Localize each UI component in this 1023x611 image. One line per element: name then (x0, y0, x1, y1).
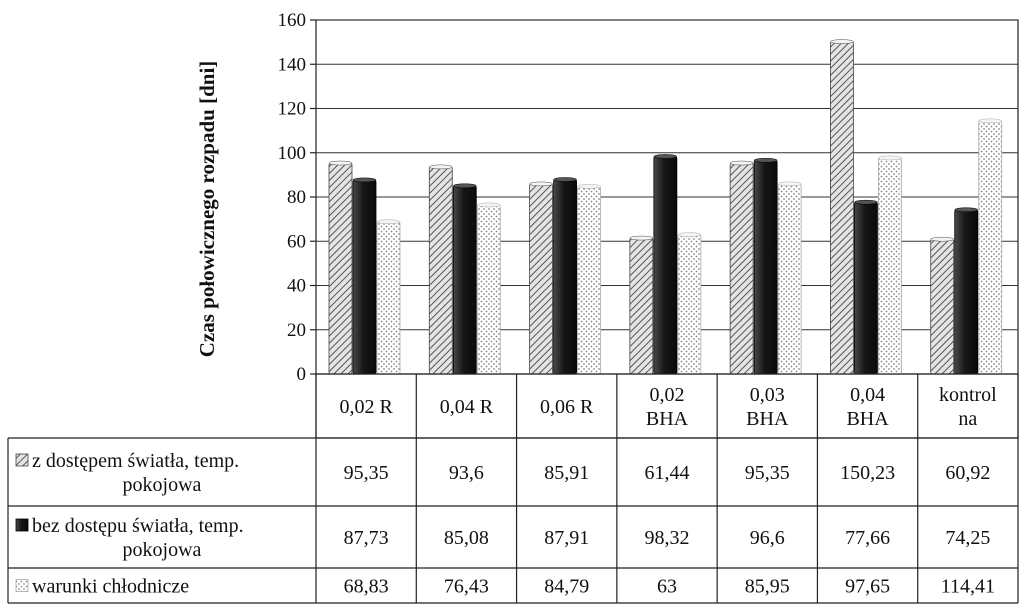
bar-top (978, 118, 1002, 124)
y-tick-label: 40 (287, 276, 306, 297)
bar-top (753, 158, 778, 163)
bar-series-1 (930, 238, 955, 375)
data-label: 87,91 (544, 527, 589, 549)
data-label: 96,6 (750, 527, 785, 549)
bar-top (954, 207, 978, 212)
bar-top (453, 183, 477, 189)
bar-series-2 (753, 159, 778, 375)
bar-series-2 (553, 179, 577, 375)
y-tick-label: 120 (278, 99, 307, 120)
bar-series-1 (428, 166, 453, 375)
category-label: BHA (846, 408, 889, 430)
bar-top (729, 160, 754, 166)
bar-top (653, 154, 678, 159)
legend-label: bez dostępu światła, temp. (32, 515, 244, 537)
bar-series-2 (352, 179, 377, 375)
bar-series-1 (629, 237, 654, 375)
data-label: 95,35 (344, 462, 389, 484)
bar-series-3 (878, 157, 902, 375)
bar-series-3 (978, 120, 1003, 375)
bar-series-2 (653, 156, 678, 375)
legend-marker-series-3 (15, 579, 29, 592)
bar-top (830, 39, 854, 44)
data-label: 60,92 (945, 462, 990, 484)
data-label: 93,6 (449, 462, 484, 484)
bar-series-3 (777, 183, 802, 375)
bar-series-2 (452, 185, 477, 375)
data-label: 85,95 (745, 576, 790, 598)
bar-series-1 (830, 41, 854, 375)
category-label: BHA (646, 408, 689, 430)
bar-series-3 (677, 234, 702, 375)
category-label: 0,02 R (339, 396, 393, 418)
legend-marker-series-1 (15, 453, 29, 467)
y-tick-label: 80 (287, 187, 306, 208)
data-label: 76,43 (444, 576, 489, 598)
data-label: 85,91 (544, 462, 589, 484)
category-label: 0,06 R (540, 396, 594, 418)
category-label: BHA (746, 408, 789, 430)
data-label: 61,44 (645, 462, 690, 484)
legend-label: pokojowa (123, 474, 202, 496)
y-tick-label: 20 (287, 320, 306, 341)
bar-top (677, 232, 702, 237)
legend-label: warunki chłodnicze (32, 576, 189, 598)
data-label: 87,73 (344, 527, 389, 549)
bar-top (553, 177, 577, 182)
data-label: 114,41 (941, 576, 995, 598)
data-label: 98,32 (645, 527, 690, 549)
data-label: 74,25 (945, 527, 990, 549)
bar-top (529, 181, 553, 187)
data-label: 150,23 (840, 462, 895, 484)
bar-top (328, 160, 353, 166)
y-tick-label: 160 (278, 10, 307, 31)
y-axis-label: Czas połowicznego rozpadu [dni] (195, 61, 219, 358)
legend-marker-series-2 (15, 518, 29, 532)
y-tick-label: 0 (297, 364, 307, 385)
bar-top (777, 181, 802, 187)
bar-series-1 (328, 162, 353, 375)
bar-top (352, 177, 377, 183)
bar-top (854, 199, 878, 205)
data-label: 68,83 (344, 576, 389, 598)
bar-series-3 (476, 204, 501, 375)
bar-series-3 (376, 221, 401, 375)
bar-series-1 (529, 183, 553, 375)
category-label: 0,04 R (440, 396, 494, 418)
legend-label: pokojowa (123, 539, 202, 561)
legend-label: z dostępem światła, temp. (32, 450, 239, 472)
bar-top (577, 184, 601, 189)
bar-series-3 (577, 186, 601, 375)
bar-series-1 (729, 162, 754, 375)
bar-series-2 (954, 209, 979, 375)
category-label: 0,03 (750, 384, 785, 406)
data-label: 63 (657, 576, 677, 598)
y-tick-label: 60 (287, 231, 306, 252)
data-table: 0,02 R 0,04 R 0,06 R0,02BHA0,03BHA0,04BHAk… (7, 373, 1019, 604)
y-tick-label: 100 (278, 143, 307, 164)
bar-top (429, 164, 453, 170)
bar-top (376, 219, 401, 224)
category-label: kontrol (939, 384, 997, 406)
bar-top (477, 202, 501, 208)
y-tick-label: 140 (278, 54, 307, 75)
bar-top (629, 235, 654, 241)
category-label: 0,02 (650, 384, 685, 406)
bar-series-2 (854, 201, 878, 375)
bar-top (930, 236, 954, 242)
category-label: na (958, 408, 977, 430)
data-label: 84,79 (544, 576, 589, 598)
data-label: 85,08 (444, 527, 489, 549)
data-label: 97,65 (845, 576, 890, 598)
data-label: 95,35 (745, 462, 790, 484)
bar-top (878, 155, 902, 161)
bars (328, 39, 1003, 375)
category-label: 0,04 (850, 384, 885, 406)
data-label: 77,66 (845, 527, 890, 549)
y-axis-ticks: 0 20 40 60 80 100 120 140 160 (278, 10, 316, 385)
